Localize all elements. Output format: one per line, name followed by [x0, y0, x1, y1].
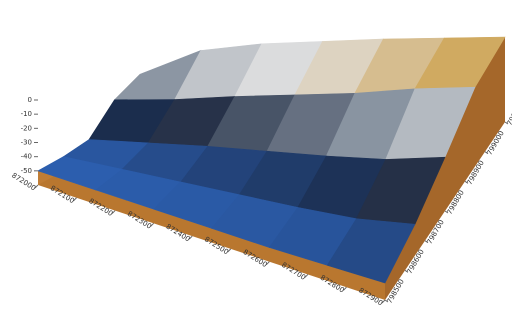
page: {"chart_data": { "type": "surface", "xli… — [0, 0, 512, 329]
y-tick-label: 799100 — [506, 100, 512, 127]
z-tick-label: -30 — [21, 139, 32, 147]
chart: 8720008721008722008723008724008725008726… — [0, 0, 512, 329]
z-tick-label: -10 — [21, 110, 32, 118]
z-tick-label: -20 — [21, 124, 32, 132]
z-tick-label: -40 — [21, 153, 32, 161]
z-tick-label: 0 — [28, 96, 32, 104]
surface — [38, 37, 505, 283]
z-tick-label: -50 — [21, 167, 32, 175]
